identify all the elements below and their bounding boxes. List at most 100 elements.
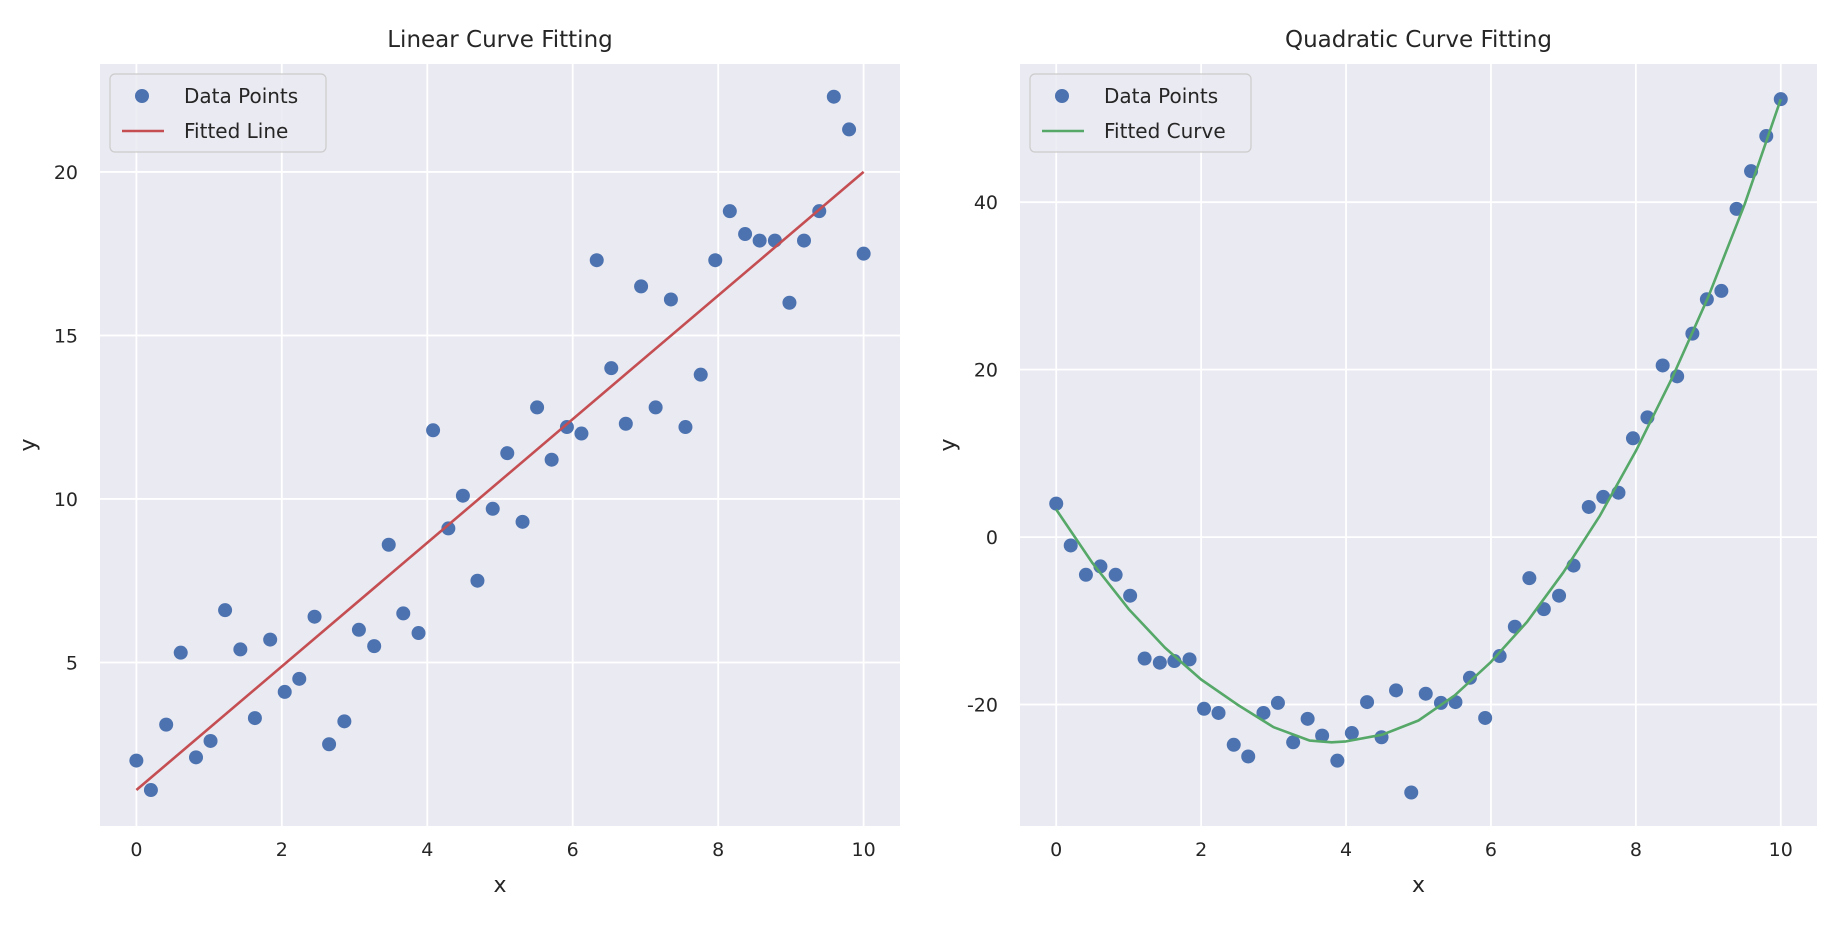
data-point [455,488,470,503]
y-tick-label-quadratic: -20 [967,695,998,717]
data-point [367,639,382,654]
data-point [1123,588,1138,603]
data-point [411,626,426,641]
x-tick-label-quadratic: 6 [1485,839,1497,861]
data-point [1330,753,1345,768]
data-point [634,279,649,294]
data-point [263,632,278,647]
data-point [441,521,456,536]
data-point [648,400,663,415]
data-point [470,573,485,588]
x-tick-label-quadratic: 10 [1769,839,1793,861]
data-point [693,367,708,382]
data-point [173,645,188,660]
data-point [218,603,233,618]
data-point [1197,701,1212,716]
legend-label: Data Points [184,84,298,108]
quadratic-fit-panel: 0 2 4 6 8 10 -20 0 20 40 Quadratic Curve Fitting x y… [936,27,1817,898]
data-point [233,642,248,657]
data-point [752,233,767,248]
data-point [203,733,218,748]
data-point [589,253,604,268]
data-point [1655,358,1670,373]
data-point [722,204,737,219]
data-point [663,292,678,307]
legend-label: Data Points [1104,84,1218,108]
y-tick-label-linear: 10 [54,489,78,511]
data-point [1182,652,1197,667]
data-point [1344,726,1359,741]
data-point [544,452,559,467]
data-point [1418,686,1433,701]
legend-label: Fitted Curve [1104,119,1226,143]
legend-label: Fitted Line [184,119,288,143]
data-point [292,671,307,686]
data-points-quadratic [1049,92,1788,800]
data-point [738,227,753,242]
legend-quadratic: Data Points Fitted Curve [1029,73,1252,153]
data-point [1063,538,1078,553]
linear-fit-panel: 0 2 4 6 8 10 5 10 15 20 Linear Curve Fitting x y Data… [16,27,900,898]
data-point [1108,567,1123,582]
chart-title-linear: Linear Curve Fitting [387,27,613,53]
data-point [797,233,811,248]
data-point [1226,737,1241,752]
data-point [1729,201,1744,216]
data-point [1462,670,1477,685]
data-point [708,253,723,268]
y-tick-label-quadratic: 20 [974,360,998,382]
data-point [485,501,500,516]
data-point [381,537,396,552]
x-tick-label-linear: 8 [712,839,724,861]
data-point [129,753,144,768]
data-point [322,737,337,752]
data-point [159,717,174,732]
data-point [426,423,441,438]
x-tick-label-quadratic: 2 [1195,839,1207,861]
data-point [1625,431,1640,446]
x-tick-label-quadratic: 0 [1050,839,1062,861]
data-point [337,714,352,729]
data-point [1049,496,1064,511]
data-point [618,416,633,431]
chart-title-quadratic: Quadratic Curve Fitting [1285,27,1552,53]
data-point [1211,705,1226,720]
data-point [1404,785,1419,800]
data-point [1078,567,1093,582]
x-tick-label-linear: 4 [421,839,433,861]
y-tick-label-quadratic: 40 [974,192,998,214]
data-point [1137,651,1152,666]
data-point [1270,695,1285,710]
data-point [1492,649,1507,664]
data-point [1241,749,1256,764]
data-point [515,514,530,529]
data-point [1552,588,1567,603]
data-point [1152,655,1167,670]
data-point [530,400,545,415]
data-point [782,295,797,310]
x-tick-label-linear: 6 [567,839,579,861]
data-point [1286,735,1301,750]
fitted-line-linear [135,170,865,791]
data-point [1300,711,1315,726]
legend-box [1029,73,1252,153]
data-point [1596,489,1611,504]
data-point [396,606,411,621]
data-point [559,420,574,435]
y-tick-label-linear: 15 [54,325,78,347]
data-point [1360,695,1375,710]
x-tick-label-quadratic: 4 [1340,839,1352,861]
data-point [678,420,693,435]
data-point [143,783,158,798]
data-point [767,233,782,248]
y-tick-label-linear: 5 [66,652,78,674]
y-tick-label-linear: 20 [54,162,78,184]
plot-area-quadratic [1020,64,1817,826]
x-axis-label-quadratic: x [1412,873,1425,898]
data-point [1256,705,1271,720]
data-points-linear [129,89,871,798]
y-axis-label-linear: y [16,438,41,451]
data-point [574,426,589,441]
fitted-curve-quadratic [1055,98,1783,744]
